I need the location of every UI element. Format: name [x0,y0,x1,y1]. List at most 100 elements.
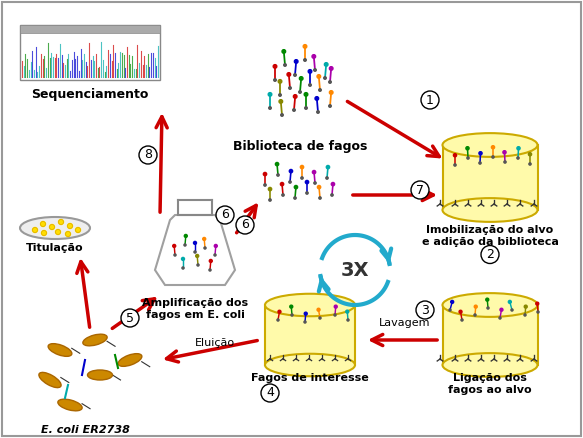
Circle shape [334,314,336,316]
Circle shape [454,154,456,157]
Circle shape [474,305,477,308]
Bar [20,25,160,33]
Circle shape [55,230,61,234]
Circle shape [277,319,279,321]
Circle shape [314,182,316,184]
Bar [442,145,538,210]
Circle shape [524,314,526,316]
Circle shape [204,247,206,249]
Circle shape [329,81,331,83]
Circle shape [528,153,532,156]
Circle shape [319,89,321,91]
Bar [20,25,160,80]
Bar [442,305,538,365]
Ellipse shape [48,344,72,357]
Text: 3: 3 [421,304,429,317]
Text: 6: 6 [241,219,249,232]
Circle shape [503,151,506,154]
Circle shape [173,244,175,247]
Text: Lavagem: Lavagem [380,318,431,328]
Circle shape [474,314,476,316]
Text: E. coli ER2738: E. coli ER2738 [41,425,129,435]
Circle shape [304,321,306,323]
Bar [265,305,355,365]
Circle shape [301,177,303,179]
Circle shape [467,157,469,159]
Circle shape [517,157,519,159]
Text: 8: 8 [144,148,152,162]
Circle shape [275,162,279,166]
Circle shape [298,91,301,93]
Circle shape [305,180,308,184]
Circle shape [312,55,315,58]
Circle shape [454,164,456,166]
Circle shape [326,177,328,179]
Circle shape [181,258,184,260]
Circle shape [284,64,286,66]
Ellipse shape [87,370,113,380]
Circle shape [487,307,489,309]
Circle shape [196,254,199,258]
Circle shape [182,267,184,269]
Circle shape [282,49,286,53]
Circle shape [304,59,306,61]
Text: 7: 7 [416,184,424,197]
Circle shape [486,298,489,301]
Circle shape [309,84,311,86]
Circle shape [451,300,454,304]
Circle shape [331,194,333,196]
Circle shape [289,170,293,173]
Circle shape [479,162,481,164]
Circle shape [68,223,72,229]
Circle shape [491,146,494,149]
Circle shape [504,161,506,163]
Text: Fagos de interesse: Fagos de interesse [251,373,369,383]
Circle shape [479,152,482,155]
Circle shape [449,309,451,311]
Circle shape [264,173,266,176]
Ellipse shape [442,293,538,317]
Circle shape [209,269,211,271]
Text: Amplificação dos
fagos em E. coli: Amplificação dos fagos em E. coli [142,298,248,320]
Circle shape [304,92,308,96]
Circle shape [279,94,281,96]
Circle shape [40,222,45,226]
Circle shape [33,227,37,233]
Ellipse shape [265,294,355,316]
Circle shape [326,166,329,169]
Circle shape [536,302,539,305]
Circle shape [312,170,316,174]
Circle shape [347,319,349,321]
Circle shape [268,92,272,96]
Text: 5: 5 [126,311,134,325]
Circle shape [492,156,494,158]
Text: Imobilização do alvo
e adição da biblioteca: Imobilização do alvo e adição da bibliot… [422,225,559,247]
Text: 3X: 3X [340,261,369,279]
Circle shape [280,183,284,186]
Circle shape [76,227,80,233]
Circle shape [278,80,282,83]
Text: Biblioteca de fagos: Biblioteca de fagos [233,140,367,153]
Circle shape [58,219,64,225]
Circle shape [289,181,291,183]
Circle shape [529,163,531,165]
Ellipse shape [39,372,61,388]
Circle shape [65,232,71,237]
Circle shape [329,67,333,70]
Circle shape [274,79,276,81]
Circle shape [214,254,216,256]
Circle shape [273,64,277,68]
Circle shape [517,147,520,150]
Ellipse shape [442,133,538,157]
Circle shape [277,174,279,176]
Ellipse shape [442,198,538,222]
Text: 4: 4 [266,386,274,399]
Circle shape [537,311,539,313]
Circle shape [294,197,296,199]
Text: Sequenciamento: Sequenciamento [31,88,149,101]
Circle shape [268,187,272,191]
Circle shape [294,60,298,63]
Circle shape [466,147,469,150]
Ellipse shape [58,399,82,411]
Ellipse shape [118,353,142,366]
